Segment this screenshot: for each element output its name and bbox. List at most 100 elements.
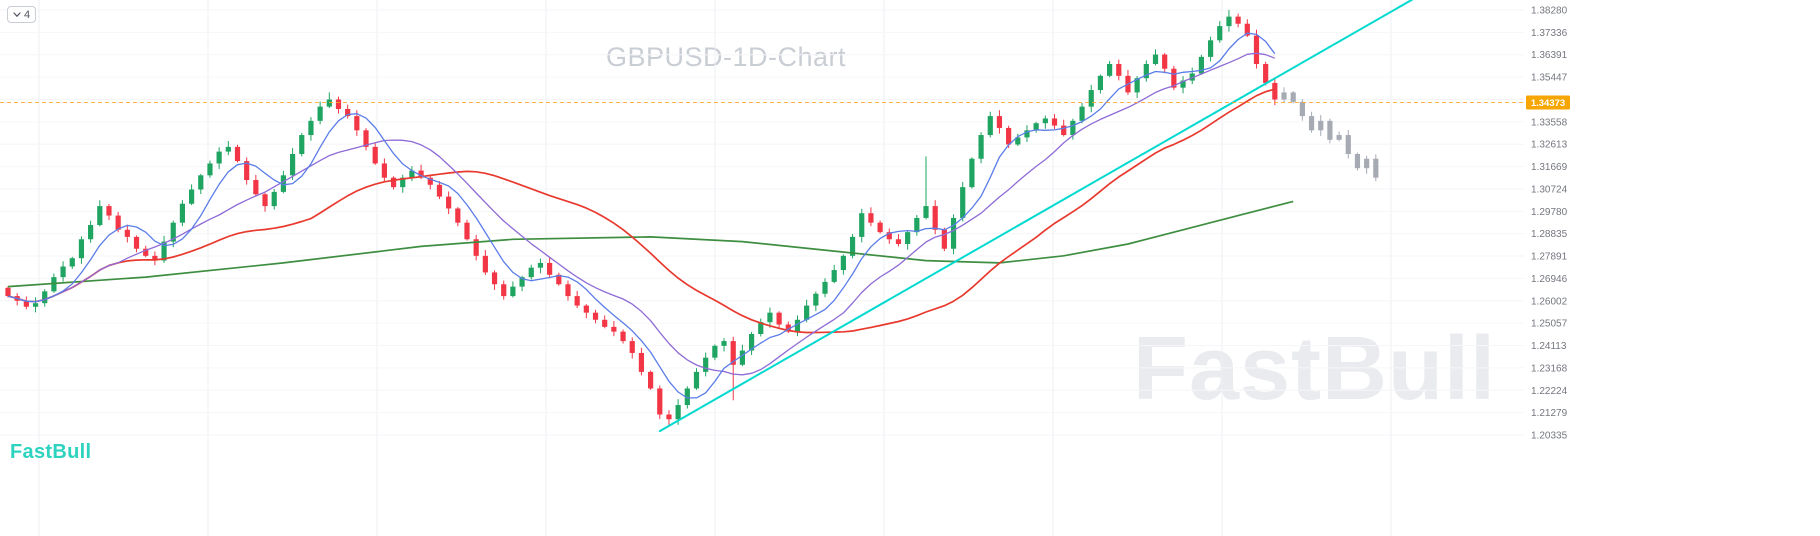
candle <box>69 258 75 267</box>
chart-plot-area[interactable] <box>0 0 1524 536</box>
candle <box>1217 26 1223 41</box>
price-axis-label: 1.37336 <box>1531 28 1568 39</box>
candle <box>1079 106 1085 121</box>
candle <box>822 281 828 294</box>
candle <box>115 215 121 230</box>
candle <box>345 108 351 117</box>
candle <box>262 194 268 207</box>
candle <box>491 272 498 285</box>
candle <box>88 225 94 240</box>
candle <box>124 229 130 237</box>
price-axis-label: 1.33558 <box>1531 117 1568 128</box>
candle <box>565 284 571 297</box>
brand-watermark: FastBull <box>1133 319 1497 419</box>
trend-line[interactable] <box>658 0 1422 433</box>
candle <box>198 175 204 190</box>
candle <box>611 326 617 332</box>
candle <box>1070 120 1076 136</box>
price-axis-label: 1.28835 <box>1531 229 1568 240</box>
candle <box>528 267 534 278</box>
price-axis-label: 1.20335 <box>1531 431 1568 442</box>
indicators-toggle-button[interactable]: 4 <box>7 6 37 23</box>
candle <box>216 151 222 164</box>
candle <box>666 414 672 420</box>
candle <box>684 388 690 406</box>
candle <box>1061 125 1067 136</box>
candle <box>813 293 819 306</box>
ma-fast-blue <box>7 32 1276 399</box>
price-axis-label: 1.35447 <box>1531 73 1568 84</box>
candle <box>1263 63 1269 83</box>
candle <box>941 229 947 249</box>
price-axis[interactable] <box>1524 0 1820 536</box>
candle <box>152 255 158 261</box>
candle <box>418 170 424 178</box>
candle <box>1373 158 1379 178</box>
candle <box>547 262 553 275</box>
price-axis-label: 1.24113 <box>1531 341 1567 352</box>
candle <box>592 312 599 320</box>
candle <box>1189 73 1195 81</box>
candle <box>381 163 387 178</box>
candle <box>354 116 360 131</box>
candle <box>969 158 975 188</box>
price-axis-label: 1.38280 <box>1531 6 1568 17</box>
candle <box>170 222 176 242</box>
candle <box>280 175 286 192</box>
candle <box>950 217 957 249</box>
candle <box>1051 118 1058 126</box>
candle <box>905 232 911 244</box>
candle <box>1235 16 1241 24</box>
candle <box>482 255 488 273</box>
candle <box>161 241 167 261</box>
candle <box>1088 90 1094 107</box>
price-axis-label: 1.29780 <box>1531 207 1568 218</box>
candle <box>390 177 397 188</box>
candle <box>225 146 231 152</box>
price-axis-label: 1.36391 <box>1531 50 1568 61</box>
candle <box>1290 92 1296 102</box>
indicator-count-label: 4 <box>24 8 31 21</box>
candle <box>877 222 883 233</box>
candle <box>574 296 580 306</box>
candle <box>914 217 920 233</box>
candle <box>1107 63 1113 76</box>
candle <box>400 177 406 188</box>
price-axis-label: 1.30724 <box>1531 184 1568 195</box>
candle <box>42 291 48 304</box>
candle <box>473 239 479 256</box>
candle <box>703 357 709 372</box>
candle <box>657 388 663 415</box>
candle <box>648 371 654 389</box>
candle <box>978 135 984 159</box>
candle <box>758 322 764 334</box>
candle <box>1143 63 1149 79</box>
price-axis-label: 1.26946 <box>1531 274 1568 285</box>
candle <box>1162 54 1168 69</box>
candle <box>849 236 856 256</box>
candle <box>372 146 378 164</box>
candle <box>143 248 149 256</box>
candle <box>32 303 39 307</box>
candle <box>675 405 681 420</box>
candle <box>1299 101 1305 117</box>
candle <box>23 300 29 307</box>
candle <box>730 341 736 365</box>
candle <box>1116 63 1122 76</box>
candle <box>868 213 874 223</box>
candles <box>5 10 1379 427</box>
candle <box>446 196 452 209</box>
candle <box>1152 54 1159 64</box>
candle <box>326 99 332 107</box>
candle <box>785 324 791 332</box>
candle <box>207 163 213 176</box>
chart-title-watermark: GBPUSD-1D-Chart <box>606 42 847 72</box>
current-price-tag-label: 1.34373 <box>1531 98 1565 109</box>
candle <box>409 170 415 178</box>
candle <box>1097 75 1104 91</box>
candle <box>455 208 461 223</box>
candle <box>1207 40 1214 57</box>
candle <box>693 371 700 389</box>
candle <box>1015 137 1021 145</box>
